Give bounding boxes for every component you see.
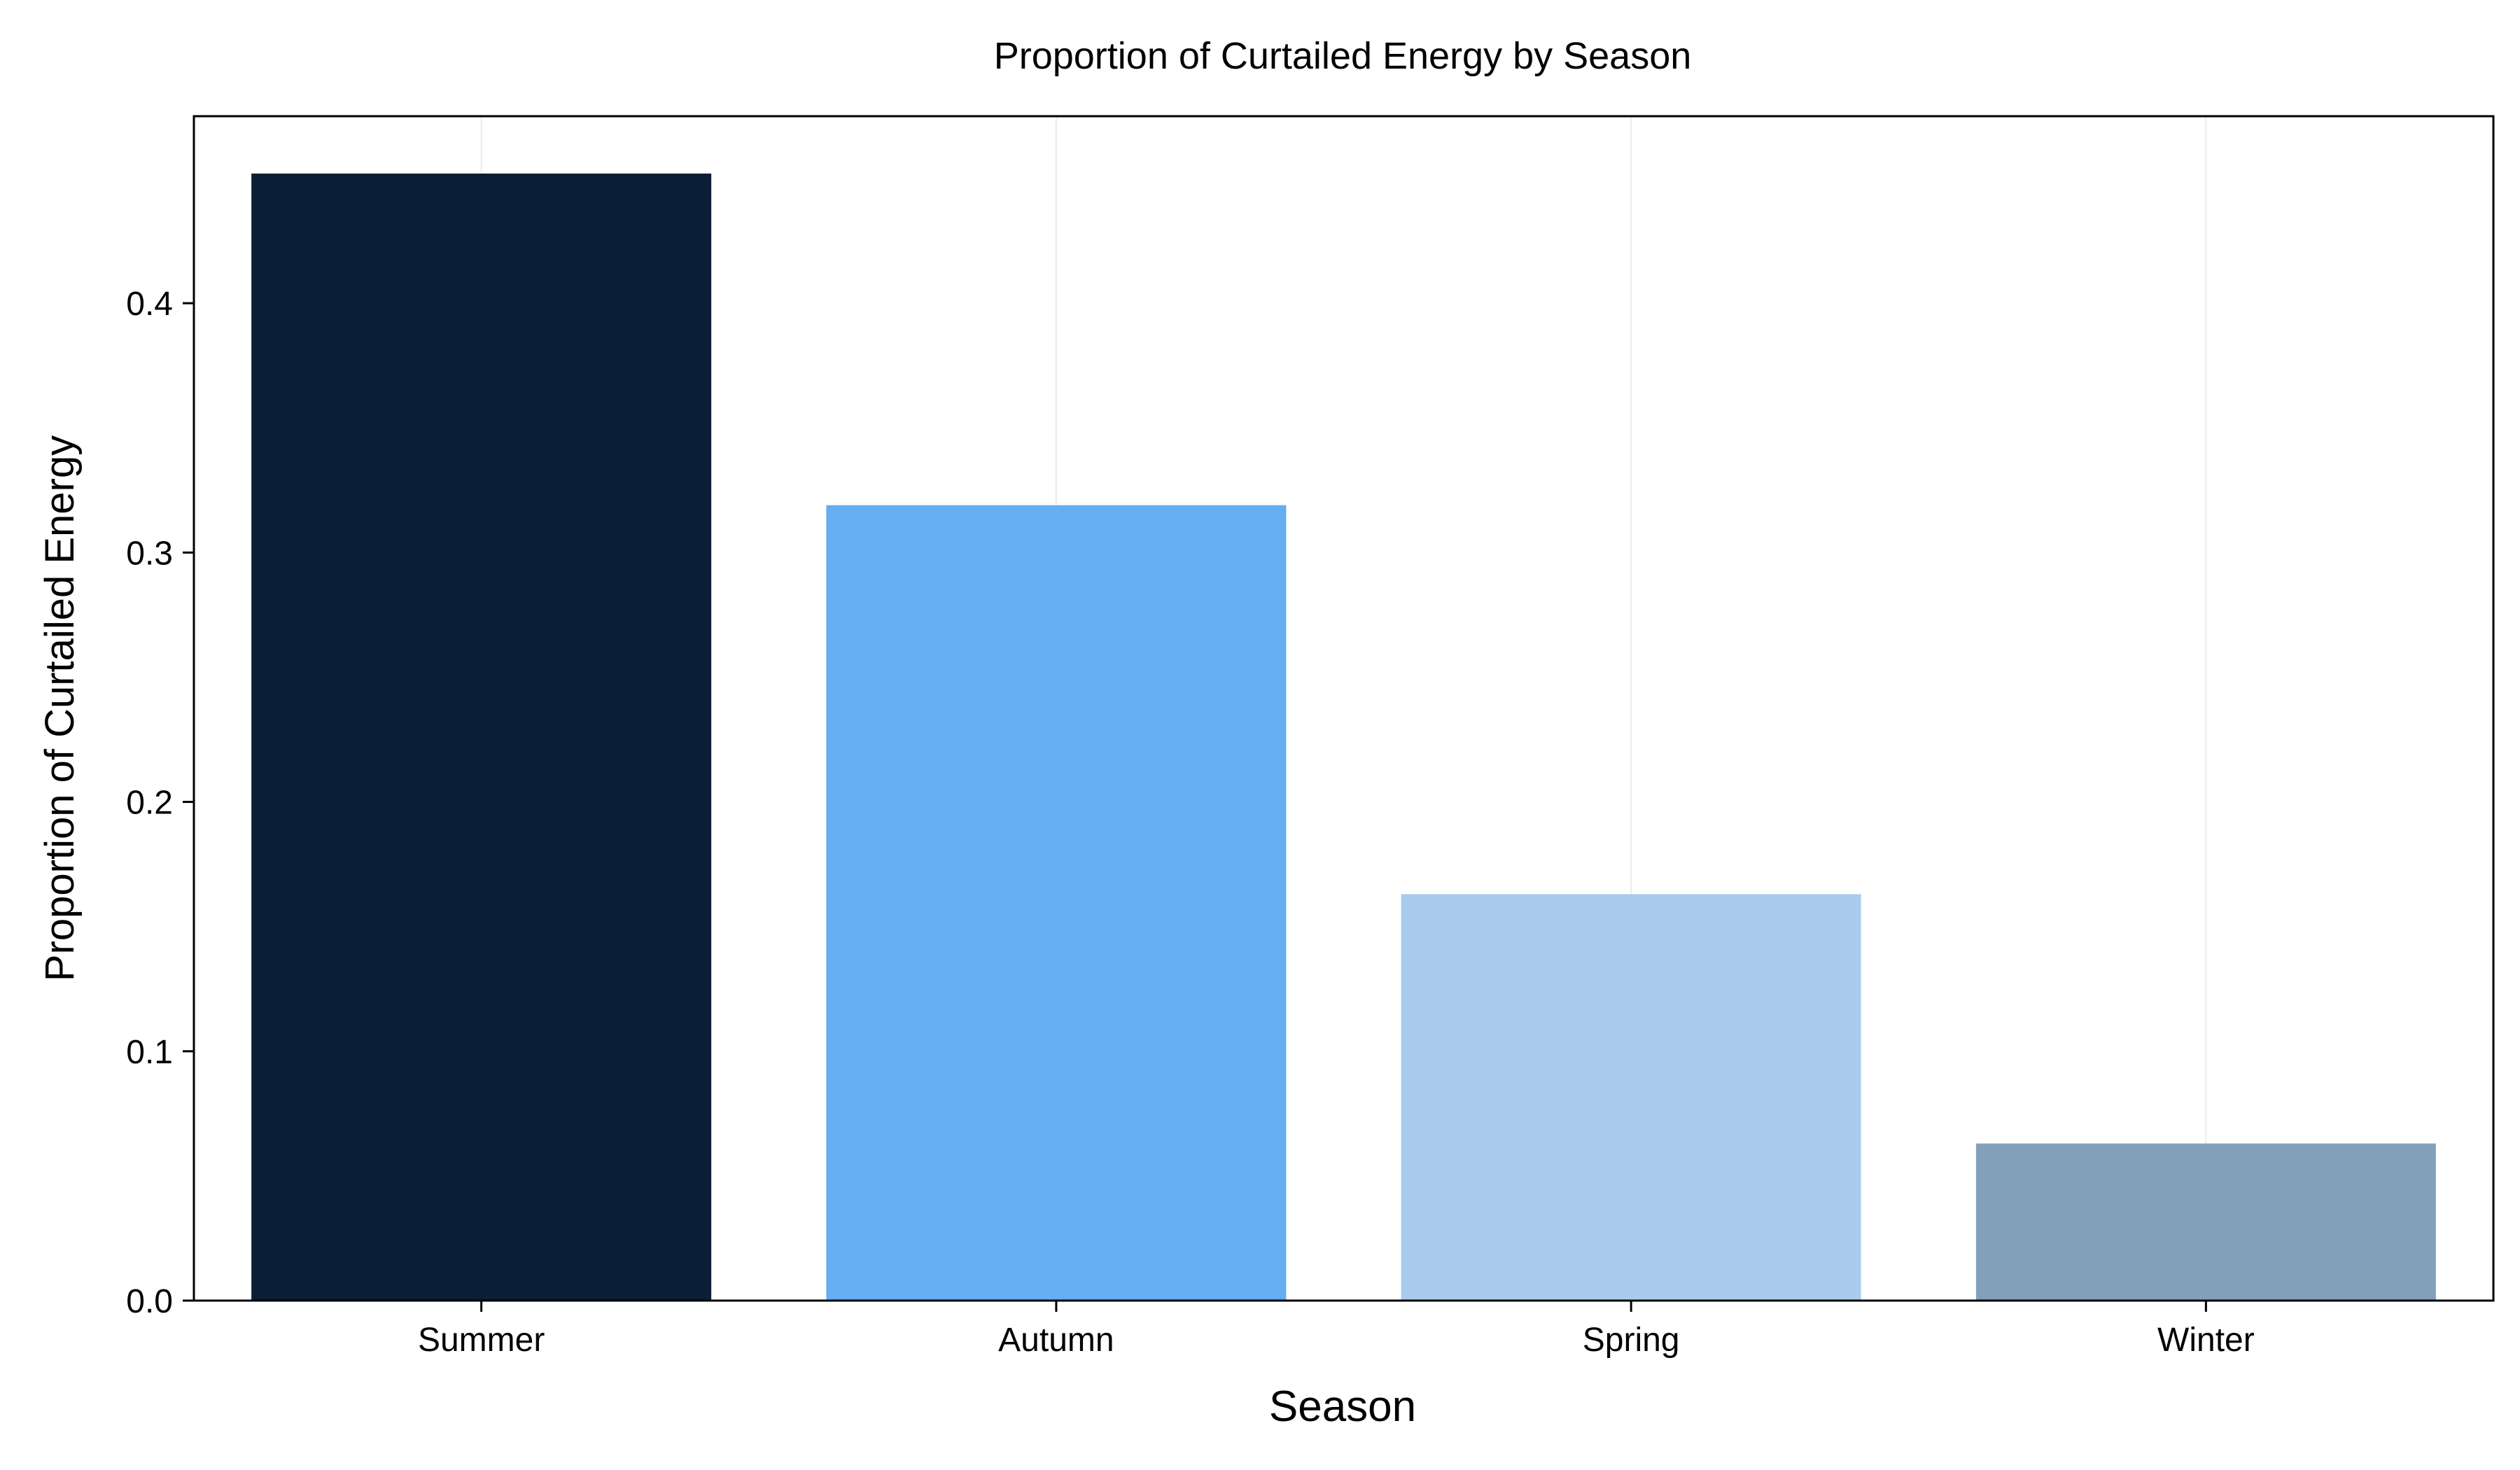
- chart-title: Proportion of Curtailed Energy by Season: [994, 35, 1692, 77]
- bar-autumn: [826, 505, 1287, 1301]
- x-tick-label: Spring: [1583, 1322, 1680, 1359]
- x-tick-label: Summer: [418, 1322, 545, 1359]
- x-tick-label: Winter: [2157, 1322, 2255, 1359]
- plot-frame: [192, 115, 2495, 1302]
- bar-spring: [1401, 894, 1861, 1301]
- y-axis-label: Proportion of Curtailed Energy: [37, 435, 83, 981]
- y-tick-label: 0.1: [126, 1034, 173, 1071]
- y-tick-label: 0.2: [126, 785, 173, 822]
- bars: [251, 173, 2436, 1301]
- bar-summer: [251, 173, 712, 1301]
- y-tick-label: 0.4: [126, 286, 173, 323]
- bar-winter: [1975, 1143, 2436, 1301]
- axes: 0.0 0.1 0.2 0.3 0.4 Summer Autumn Spring Winter: [126, 286, 2254, 1359]
- y-tick-label: 0.3: [126, 535, 173, 572]
- y-tick-label: 0.0: [126, 1283, 173, 1320]
- x-axis-label: Season: [1269, 1382, 1416, 1431]
- x-tick-label: Autumn: [998, 1322, 1114, 1359]
